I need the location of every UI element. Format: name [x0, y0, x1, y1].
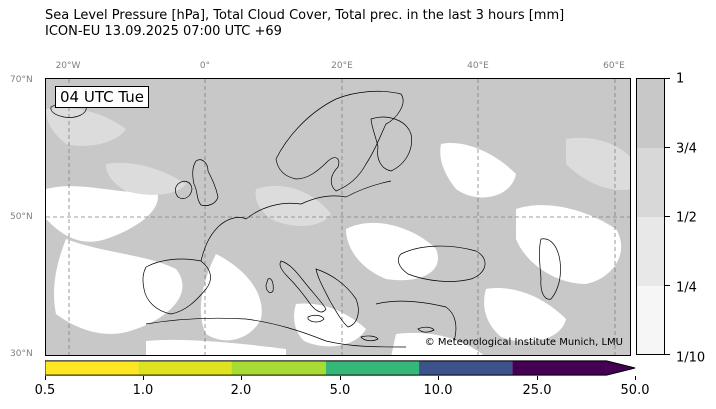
- prec-tick-6: [537, 376, 538, 380]
- lat-label-70n: 70°N: [10, 75, 33, 85]
- map-grid: [46, 79, 630, 355]
- forecast-time-label: 04 UTC Tue: [55, 86, 149, 108]
- cloud-label-1-2: 1/2: [676, 210, 697, 226]
- cloud-bar-seg-4: [637, 286, 664, 354]
- prec-tick-2: [143, 376, 144, 380]
- cloud-label-1-10: 1/10: [676, 350, 706, 366]
- cloud-bar-seg-2: [637, 148, 664, 217]
- cloud-tick-4: [665, 285, 670, 286]
- cloud-tick-1: [665, 78, 670, 79]
- weather-map: 04 UTC Tue © Meteorological Institute Mu…: [45, 78, 631, 356]
- prec-tick-1: [45, 376, 46, 380]
- cloud-tick-2: [665, 147, 670, 148]
- lat-label-50n: 50°N: [10, 212, 33, 222]
- cloud-tick-3: [665, 216, 670, 217]
- prec-label-0-5: 0.5: [34, 383, 56, 398]
- prec-tick-4: [340, 376, 341, 380]
- cloud-label-1: 1: [676, 71, 685, 87]
- chart-title-line2: ICON-EU 13.09.2025 07:00 UTC +69: [45, 24, 282, 39]
- prec-label-25-0: 25.0: [522, 383, 552, 398]
- cloud-tick-5: [665, 354, 670, 355]
- coastlines: [50, 90, 561, 348]
- prec-label-1-0: 1.0: [132, 383, 154, 398]
- prec-seg-2: [138, 360, 232, 376]
- chart-title-line1: Sea Level Pressure [hPa], Total Cloud Co…: [45, 8, 565, 23]
- prec-bar-outline: [45, 360, 636, 376]
- prec-label-10-0: 10.0: [423, 383, 453, 398]
- prec-seg-5: [419, 360, 513, 376]
- partial-cloud-areas: [46, 107, 630, 226]
- prec-seg-6: [512, 360, 607, 376]
- prec-tick-5: [438, 376, 439, 380]
- lon-label-0: 0°: [199, 61, 211, 71]
- cloud-cover-colorbar: [636, 78, 665, 355]
- lon-label-40e: 40°E: [467, 61, 489, 71]
- prec-label-5-0: 5.0: [329, 383, 351, 398]
- prec-extend-triangle: [606, 360, 636, 376]
- cloud-bar-seg-1: [637, 79, 664, 148]
- prec-seg-1: [45, 360, 139, 376]
- lon-label-60e: 60°E: [603, 61, 625, 71]
- cloud-bar-seg-3: [637, 217, 664, 286]
- copyright-notice: © Meteorological Institute Munich, LMU: [424, 337, 623, 348]
- lon-label-20w: 20°W: [55, 61, 81, 71]
- cloud-label-1-4: 1/4: [676, 280, 697, 296]
- lat-label-30n: 30°N: [10, 349, 33, 359]
- prec-seg-4: [325, 360, 420, 376]
- prec-tick-3: [241, 376, 242, 380]
- precip-colorbar: [45, 360, 636, 376]
- prec-tick-7: [635, 376, 636, 380]
- cloud-label-3-4: 3/4: [676, 141, 697, 157]
- prec-seg-3: [231, 360, 326, 376]
- map-canvas: [46, 79, 630, 355]
- prec-label-50-0: 50.0: [620, 383, 650, 398]
- prec-label-2-0: 2.0: [230, 383, 252, 398]
- lon-label-20e: 20°E: [331, 61, 353, 71]
